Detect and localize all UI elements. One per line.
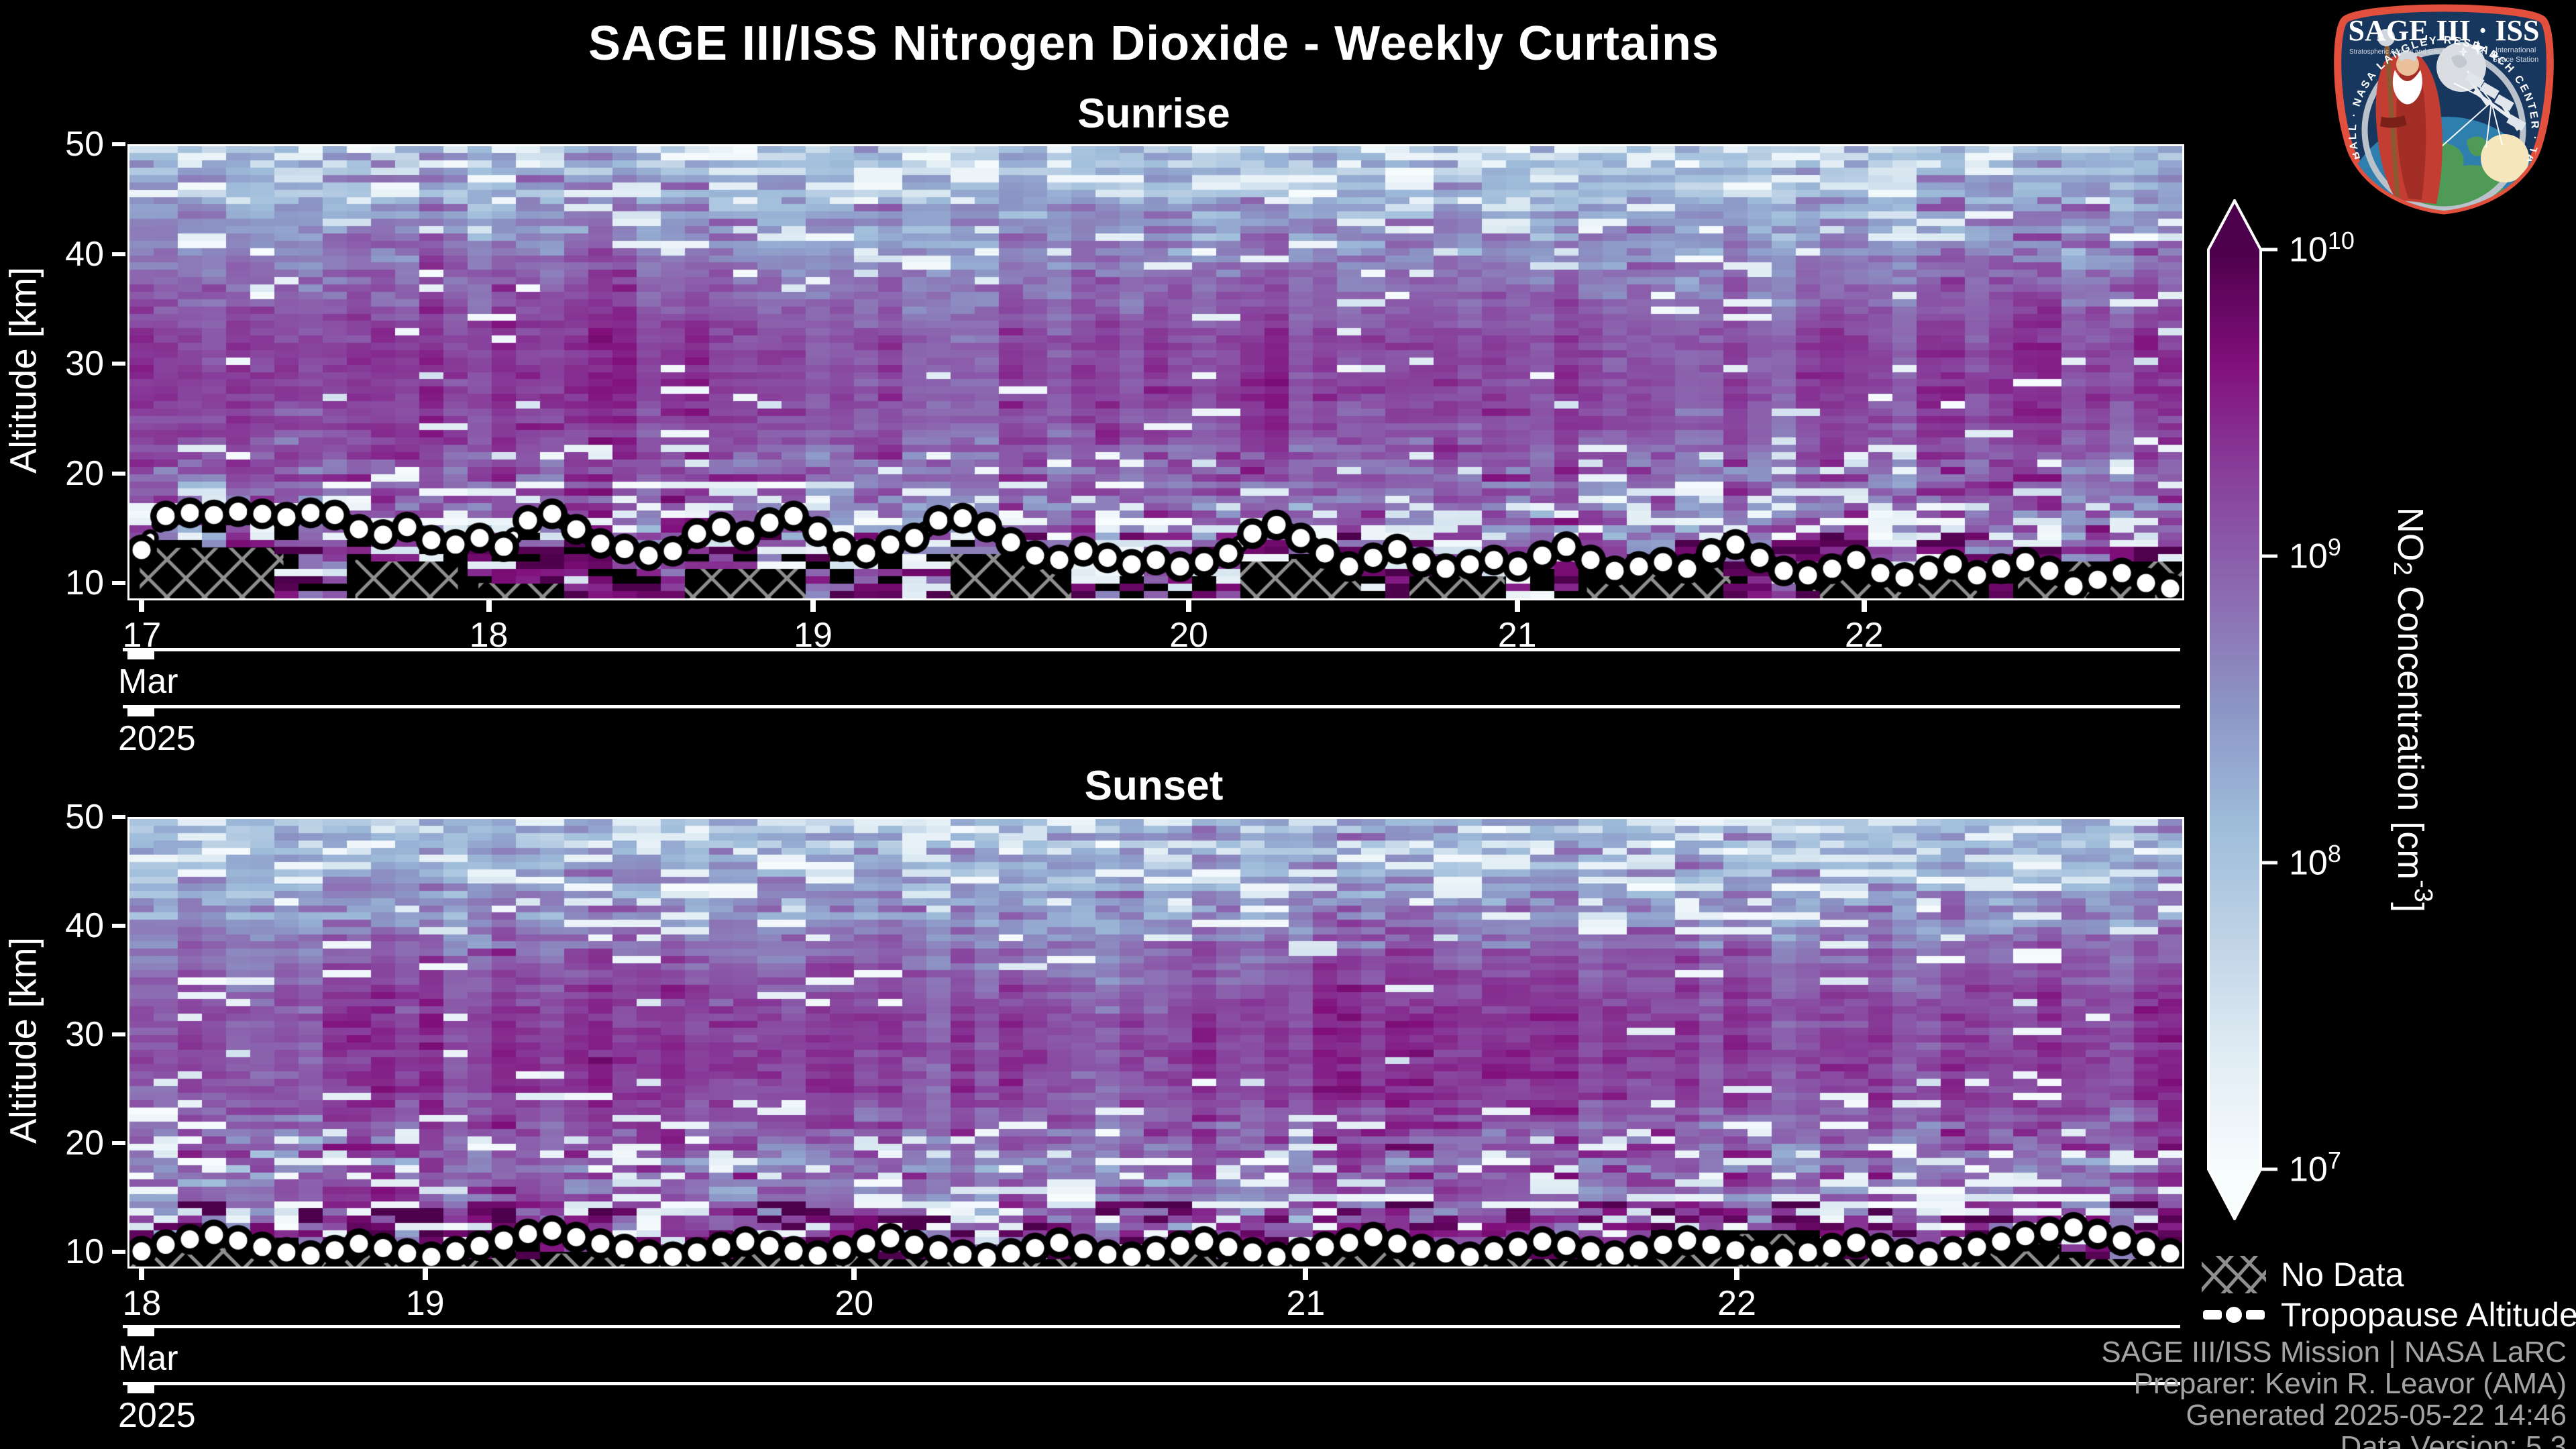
colorbar-tick-label: 107 (2289, 1146, 2341, 1189)
y-tick-label: 50 (65, 798, 104, 837)
x-tick-mark (851, 1267, 857, 1280)
y-tick-mark (112, 1249, 125, 1254)
y-tick-mark (112, 1140, 125, 1145)
sunrise-heatmap-canvas (129, 146, 2182, 598)
x-tick-label: 20 (835, 1284, 874, 1323)
sunrise-month-axis-line (123, 648, 2180, 651)
logo-figure (2375, 29, 2443, 204)
y-tick-mark (112, 923, 125, 928)
x-tick-mark (810, 598, 816, 612)
y-tick-label: 10 (65, 564, 104, 603)
sunset-year-axis-tick (127, 1385, 154, 1393)
logo-title: SAGE III · ISS (2349, 14, 2540, 47)
sunrise-heatmap-panel (127, 144, 2184, 600)
sunrise-year-label: 2025 (118, 719, 196, 758)
sunrise-panel-title: Sunrise (1077, 91, 1230, 137)
y-tick-mark (112, 252, 125, 256)
x-tick-mark (1861, 598, 1867, 612)
sunset-year-axis-line (123, 1382, 2180, 1385)
x-tick-label: 19 (405, 1284, 445, 1323)
x-tick-label: 18 (122, 1284, 162, 1323)
x-tick-mark (139, 598, 145, 612)
sunrise-year-axis-tick (127, 708, 154, 716)
y-tick-mark (112, 581, 125, 586)
x-tick-mark (139, 1267, 145, 1280)
tropopause-legend-label: Tropopause Altitude (2281, 1296, 2576, 1334)
colorbar-tick-label: 109 (2289, 533, 2341, 576)
x-tick-mark (1303, 1267, 1309, 1280)
logo-subtitle-left: Stratospheric Aerosol and Gas Experiment… (2349, 48, 2483, 56)
colorbar (2207, 199, 2277, 1220)
y-tick-label: 30 (65, 344, 104, 384)
y-tick-label: 10 (65, 1232, 104, 1271)
no-data-legend-label: No Data (2281, 1256, 2404, 1293)
sunset-heatmap-panel (127, 817, 2184, 1269)
sage-iii-iss-mission-patch-logo: BALL · NASA LANGLEY RESEARCH CENTER · TA… (2334, 4, 2554, 215)
colorbar-tick-label: 1010 (2289, 227, 2355, 270)
y-tick-label: 20 (65, 453, 104, 493)
sunrise-year-axis-line (123, 705, 2180, 708)
y-tick-label: 40 (65, 234, 104, 274)
x-tick-mark (486, 598, 492, 612)
y-tick-mark (112, 1032, 125, 1036)
sunset-panel-title: Sunset (1084, 763, 1224, 809)
y-tick-mark (112, 815, 125, 819)
footer-credits: SAGE III/ISS Mission | NASA LaRC Prepare… (2101, 1336, 2567, 1449)
y-tick-label: 40 (65, 906, 104, 945)
sunset-month-axis-line (123, 1325, 2180, 1328)
logo-stars (2459, 40, 2500, 62)
sunrise-month-label: Mar (118, 662, 178, 701)
y-tick-label: 30 (65, 1014, 104, 1054)
sunset-year-label: 2025 (118, 1396, 196, 1435)
colorbar-gradient-bar (2207, 199, 2262, 1220)
footer-generated-line: Generated 2025-05-22 14:46 (2186, 1399, 2567, 1432)
y-tick-mark (112, 362, 125, 366)
y-tick-label: 20 (65, 1123, 104, 1163)
x-tick-label: 21 (1286, 1284, 1326, 1323)
y-tick-mark (112, 471, 125, 476)
x-tick-mark (1734, 1267, 1740, 1280)
sunset-month-axis-tick (127, 1328, 154, 1336)
page-title: SAGE III/ISS Nitrogen Dioxide - Weekly C… (588, 17, 1720, 70)
sunset-month-label: Mar (118, 1339, 178, 1378)
colorbar-tick-label: 108 (2289, 840, 2341, 883)
x-tick-mark (1514, 598, 1520, 612)
colorbar-axis-label: NO2 Concentration [cm-3] (2388, 506, 2437, 913)
footer-preparer-line: Preparer: Kevin R. Leavor (AMA) (2133, 1367, 2567, 1400)
sunset-heatmap-canvas (129, 819, 2182, 1267)
y-tick-label: 50 (65, 125, 104, 164)
x-tick-mark (422, 1267, 428, 1280)
footer-mission-line: SAGE III/ISS Mission | NASA LaRC (2101, 1336, 2567, 1368)
x-tick-mark (1186, 598, 1192, 612)
logo-subtitle-right-2: Space Station (2493, 56, 2539, 64)
logo-subtitle-right-1: International (2496, 46, 2536, 54)
sunrise-month-axis-tick (127, 651, 154, 659)
no-data-legend-icon (2202, 1256, 2266, 1293)
tropopause-legend-icon (2203, 1303, 2265, 1327)
footer-version-line: Data Version: 5.3 (2340, 1430, 2567, 1449)
x-tick-label: 22 (1717, 1284, 1756, 1323)
logo-sun (2481, 134, 2529, 182)
y-tick-mark (112, 142, 125, 146)
